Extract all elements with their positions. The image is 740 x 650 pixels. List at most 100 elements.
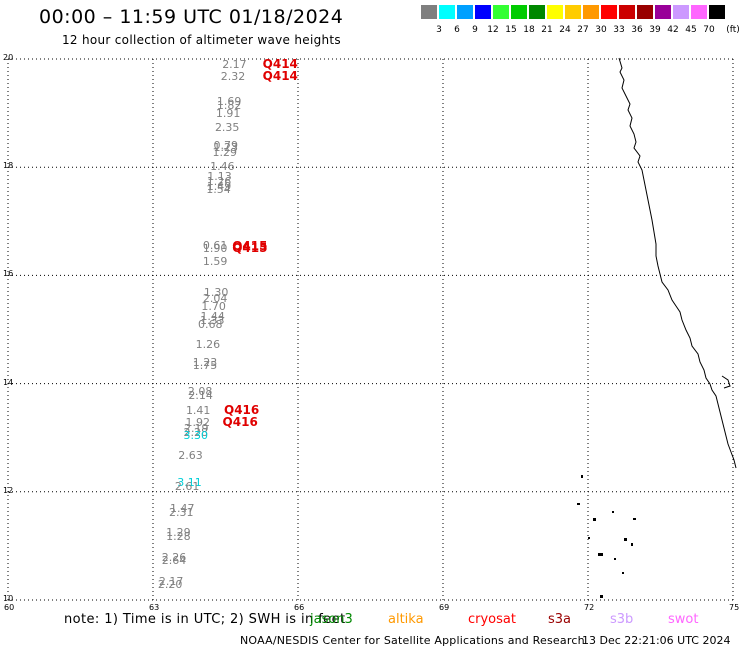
y-tick-label: 10 [3,594,14,603]
legend-swatch [619,5,635,19]
satellite-label: cryosat [468,612,516,627]
credit-line: NOAA/NESDIS Center for Satellite Applica… [240,634,585,647]
wave-height-value: 1.23 [192,355,218,369]
legend-label: 42 [667,25,679,35]
wave-height-value: 2.17 [158,575,184,589]
legend-label: 9 [472,25,478,35]
legend-swatch [565,5,581,19]
legend-swatch [709,5,725,19]
wave-height-value: 1.23 [213,141,239,155]
legend-label: 18 [523,25,535,35]
y-tick-label: 14 [3,377,14,387]
wave-height-value: 1.28 [166,530,191,544]
wave-height-value: 2.17 [222,57,247,71]
y-tick-label: 18 [3,161,14,171]
cyclone-label: Q416 [224,402,260,417]
legend-swatch [493,5,509,19]
wave-height-value: 1.29 [212,145,238,159]
wave-height-value: 2.19 [184,422,209,436]
coastline-inlet [721,375,731,389]
legend-label: 21 [541,25,553,35]
cyclone-label: Q415 [232,238,268,253]
legend-label: 39 [649,25,661,35]
legend-swatch [583,5,599,19]
legend-swatch [439,5,455,19]
legend-swatch [457,5,473,19]
legend-swatch [637,5,653,19]
wave-height-value: 1.41 [185,403,211,417]
wave-height-value: 2.04 [202,291,228,305]
wave-height-value: 2.26 [161,550,187,564]
wave-height-value: 1.91 [215,106,241,120]
wave-height-value: 1.90 [202,241,228,255]
wave-height-value: 3.30 [183,429,209,443]
wave-height-value: 1.26 [206,175,232,189]
satellite-label: s3a [548,612,572,627]
legend-label: 12 [487,25,499,35]
wave-height-value: 2.20 [157,578,183,592]
wave-height-value: 1.46 [210,160,235,174]
y-tick-label: 20 [3,53,14,62]
wave-height-value: 3.11 [177,475,202,489]
legend-label: 30 [595,25,607,35]
footer-note: note: 1) Time is in UTC; 2) SWH is in fe… [64,612,346,627]
map-title: 00:00 – 11:59 UTC 01/18/2024 [39,6,344,28]
legend-label: 24 [559,25,571,35]
wave-height-value: 2.31 [169,505,194,519]
legend-label: 70 [703,25,715,35]
wave-height-value: 1.13 [207,169,232,183]
legend-label: 36 [631,25,643,35]
wave-height-value: 1.44 [200,310,225,324]
legend-swatch [529,5,545,19]
wave-height-value: 0.68 [198,318,223,332]
cyclone-label: Q414 [262,69,298,84]
wave-height-value: 2.63 [178,449,203,463]
legend-swatch [691,5,707,19]
y-tick-label: 12 [3,485,14,495]
legend-swatch [547,5,563,19]
wave-height-value: 1.47 [170,502,195,516]
wave-height-value: 2.14 [188,389,213,403]
legend-swatch [655,5,671,19]
wave-height-value: 2.61 [174,480,200,494]
legend-swatch [601,5,617,19]
wave-height-value: 2.08 [187,385,213,399]
legend-swatch [421,5,437,19]
x-tick-label: 63 [149,603,160,612]
legend-label: 27 [577,25,589,35]
legend-label: 45 [685,25,697,35]
generation-timestamp: 13 Dec 22:21:06 UTC 2024 [582,634,731,647]
legend-swatch [511,5,527,19]
wave-height-value: 1.59 [202,255,228,269]
satellite-label: swot [668,612,699,627]
coastline [618,57,737,469]
wave-height-value: 1.29 [166,526,191,540]
wave-height-value: 2.35 [214,121,240,135]
wave-height-value: 1.30 [203,286,229,300]
legend-unit: (ft) [726,25,740,35]
cyclone-label: Q415 [232,241,268,256]
legend-label: 33 [613,25,625,35]
satellite-label: s3b [610,612,634,627]
map-subtitle: 12 hour collection of altimeter wave hei… [62,33,341,47]
cyclone-label: Q416 [222,415,258,429]
wave-height-value: 1.26 [195,337,221,351]
legend-swatch [673,5,689,19]
wave-height-value: 1.69 [216,94,242,108]
y-tick-label: 16 [3,269,14,279]
islands [577,475,636,598]
wave-height-value: 2.64 [161,554,187,568]
wave-height-value: 0.79 [213,138,239,152]
legend-swatch [475,5,491,19]
wave-height-value: 1.92 [185,416,210,430]
wave-height-value: 2.32 [220,69,246,83]
x-tick-label: 75 [729,603,740,612]
x-tick-label: 66 [294,603,305,612]
wave-height-value: 0.61 [202,239,228,253]
wave-height-value: 1.75 [192,359,218,373]
wave-height-value: 1.82 [216,99,242,113]
legend-label: 3 [436,25,442,35]
x-tick-label: 72 [584,603,595,612]
